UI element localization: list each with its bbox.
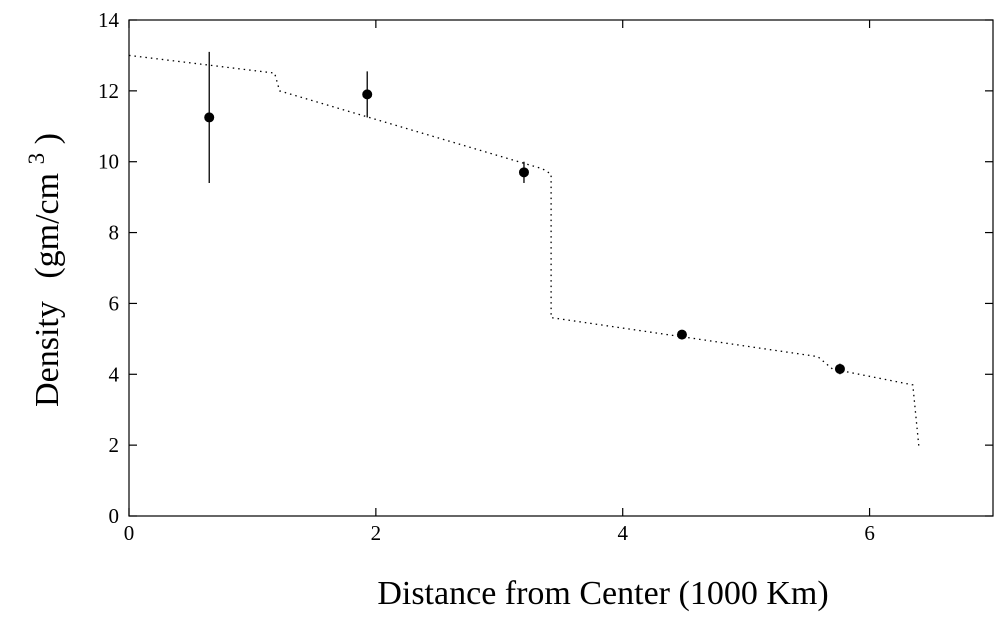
x-axis-label: Distance from Center (1000 Km) [377, 575, 828, 612]
axis-ticks [128, 19, 993, 517]
data-point [834, 363, 845, 374]
x-tick-label: 4 [617, 521, 628, 545]
y-axis-label-unit: (gm/cm [29, 173, 66, 279]
x-tick-label: 2 [371, 521, 382, 545]
y-tick-label: 10 [98, 150, 119, 174]
data-point [676, 329, 687, 340]
x-tick-label: 0 [124, 521, 135, 545]
x-tick-label: 6 [864, 521, 875, 545]
y-axis-label: Density (gm/cm 3 ) [15, 133, 66, 407]
y-tick-label: 2 [109, 433, 120, 457]
y-tick-label: 12 [98, 79, 119, 103]
y-axis-label-exponent: 3 [24, 153, 49, 165]
model-density-profile [128, 54, 920, 447]
data-point [204, 112, 215, 123]
y-tick-label: 14 [98, 8, 120, 32]
y-tick-label: 0 [109, 504, 120, 528]
tick-labels: 0 2 4 6 0 2 4 6 8 10 12 14 [98, 8, 875, 545]
y-axis-label-main: Density [29, 301, 66, 407]
y-axis-label-close: ) [29, 133, 66, 144]
y-tick-label: 4 [109, 362, 120, 386]
plot-frame [128, 19, 994, 517]
y-tick-label: 6 [109, 291, 120, 315]
data-point [362, 89, 373, 100]
y-tick-label: 8 [109, 221, 120, 245]
measured-density-points [204, 51, 845, 375]
model-line [128, 54, 920, 447]
data-point [518, 167, 529, 178]
